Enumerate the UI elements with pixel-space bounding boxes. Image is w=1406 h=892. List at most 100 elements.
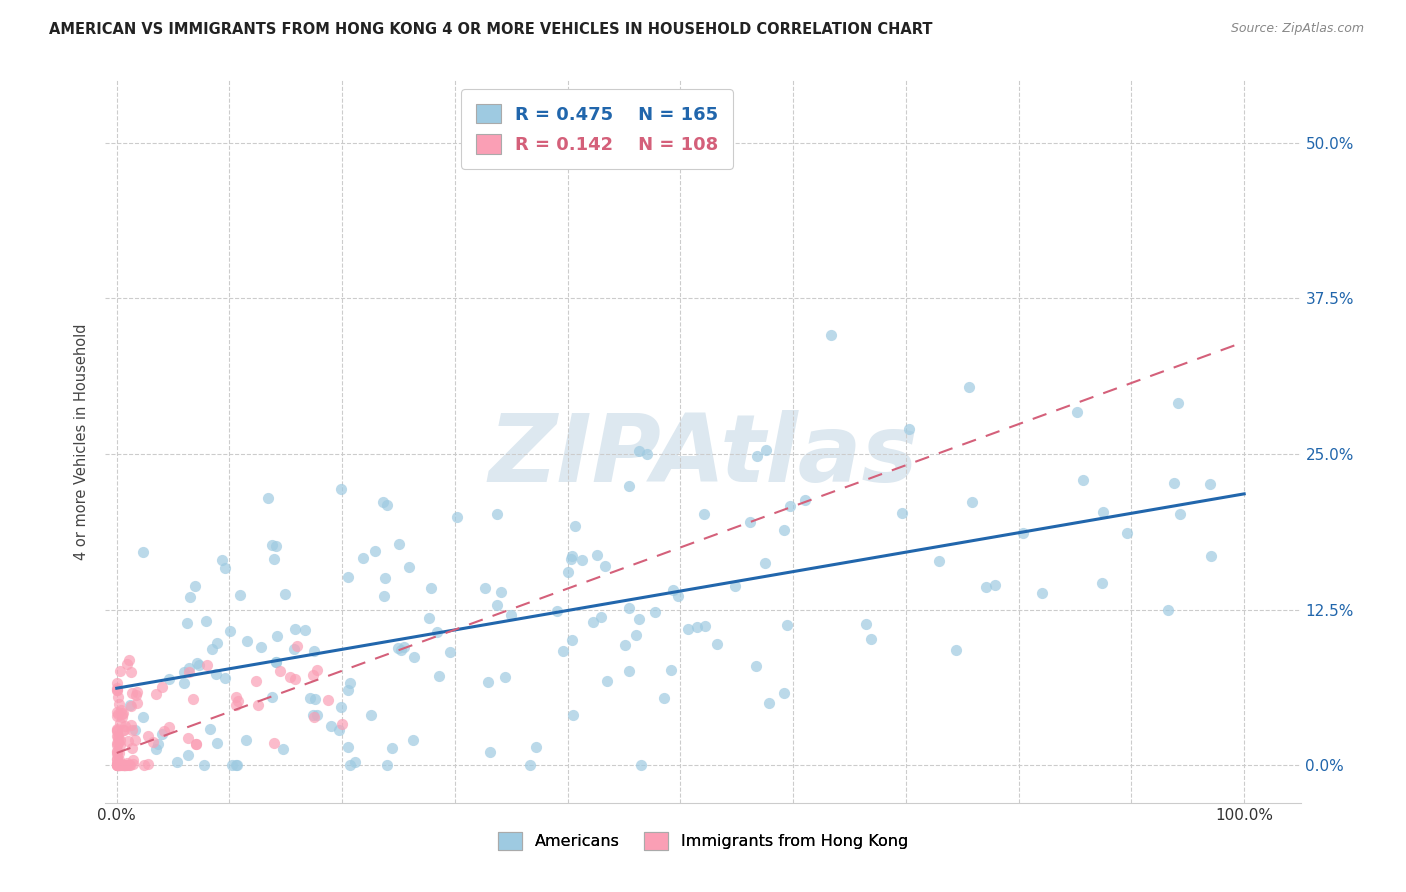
Point bbox=[593, 559, 616, 574]
Point bbox=[263, 551, 285, 566]
Point bbox=[105, 744, 128, 758]
Point bbox=[107, 723, 129, 738]
Point bbox=[401, 733, 423, 747]
Point bbox=[225, 758, 247, 772]
Point bbox=[557, 565, 579, 579]
Point bbox=[111, 709, 134, 723]
Point bbox=[337, 682, 360, 697]
Point bbox=[419, 581, 441, 595]
Point bbox=[260, 690, 283, 704]
Point bbox=[274, 587, 297, 601]
Point bbox=[898, 421, 921, 435]
Point bbox=[120, 758, 142, 772]
Point bbox=[381, 741, 404, 756]
Point bbox=[489, 585, 512, 599]
Point bbox=[283, 622, 305, 636]
Point bbox=[122, 756, 145, 771]
Point bbox=[337, 739, 360, 754]
Point bbox=[855, 617, 877, 632]
Point bbox=[125, 697, 148, 711]
Point bbox=[112, 758, 135, 772]
Point bbox=[214, 671, 236, 685]
Point bbox=[179, 661, 201, 675]
Point bbox=[266, 630, 288, 644]
Point bbox=[392, 640, 415, 654]
Point bbox=[302, 667, 325, 681]
Point bbox=[132, 758, 155, 772]
Point bbox=[150, 727, 173, 741]
Point bbox=[619, 665, 641, 679]
Point bbox=[120, 699, 142, 714]
Point bbox=[336, 570, 359, 584]
Point bbox=[928, 553, 950, 567]
Point bbox=[105, 758, 128, 772]
Point bbox=[111, 758, 134, 772]
Point bbox=[794, 493, 817, 508]
Point bbox=[105, 747, 128, 761]
Point bbox=[339, 758, 361, 772]
Point bbox=[318, 693, 340, 707]
Point bbox=[112, 758, 135, 772]
Point bbox=[110, 703, 132, 717]
Point bbox=[754, 556, 776, 570]
Point bbox=[561, 632, 583, 647]
Point bbox=[157, 720, 180, 734]
Point bbox=[105, 723, 128, 737]
Point bbox=[779, 500, 801, 514]
Point bbox=[117, 734, 139, 748]
Point bbox=[329, 482, 352, 496]
Text: AMERICAN VS IMMIGRANTS FROM HONG KONG 4 OR MORE VEHICLES IN HOUSEHOLD CORRELATIO: AMERICAN VS IMMIGRANTS FROM HONG KONG 4 … bbox=[49, 22, 932, 37]
Point bbox=[207, 636, 229, 650]
Point bbox=[957, 380, 980, 394]
Point bbox=[105, 705, 128, 719]
Point bbox=[122, 753, 145, 767]
Point bbox=[371, 495, 394, 509]
Point bbox=[373, 589, 395, 603]
Point bbox=[1031, 586, 1053, 600]
Point bbox=[706, 637, 728, 651]
Point bbox=[302, 710, 325, 724]
Point bbox=[112, 758, 135, 772]
Point bbox=[283, 642, 305, 657]
Point bbox=[1071, 473, 1094, 487]
Point bbox=[177, 665, 200, 679]
Point bbox=[260, 539, 283, 553]
Point bbox=[246, 698, 269, 712]
Point bbox=[118, 758, 141, 772]
Point bbox=[105, 681, 128, 696]
Point bbox=[183, 692, 205, 706]
Point bbox=[114, 719, 136, 733]
Point bbox=[564, 518, 586, 533]
Point bbox=[627, 444, 650, 458]
Point bbox=[142, 734, 165, 748]
Point bbox=[105, 758, 128, 772]
Point bbox=[120, 718, 142, 732]
Point bbox=[107, 697, 129, 711]
Point bbox=[501, 607, 523, 622]
Point bbox=[105, 752, 128, 766]
Point bbox=[591, 609, 613, 624]
Point bbox=[107, 758, 129, 772]
Point bbox=[723, 579, 745, 593]
Point bbox=[132, 710, 155, 724]
Point bbox=[377, 758, 399, 772]
Point bbox=[374, 571, 396, 585]
Point bbox=[228, 694, 250, 708]
Point bbox=[427, 668, 450, 682]
Point bbox=[117, 758, 139, 772]
Point bbox=[105, 683, 128, 698]
Point bbox=[145, 687, 167, 701]
Point bbox=[304, 691, 326, 706]
Point bbox=[118, 653, 141, 667]
Point bbox=[745, 659, 768, 673]
Point bbox=[776, 618, 799, 632]
Point bbox=[1199, 477, 1222, 491]
Point bbox=[176, 748, 198, 763]
Point bbox=[582, 615, 605, 629]
Point bbox=[110, 757, 132, 772]
Point bbox=[108, 733, 131, 747]
Point bbox=[107, 758, 129, 772]
Point bbox=[107, 729, 129, 743]
Point bbox=[186, 656, 208, 670]
Point bbox=[179, 590, 201, 604]
